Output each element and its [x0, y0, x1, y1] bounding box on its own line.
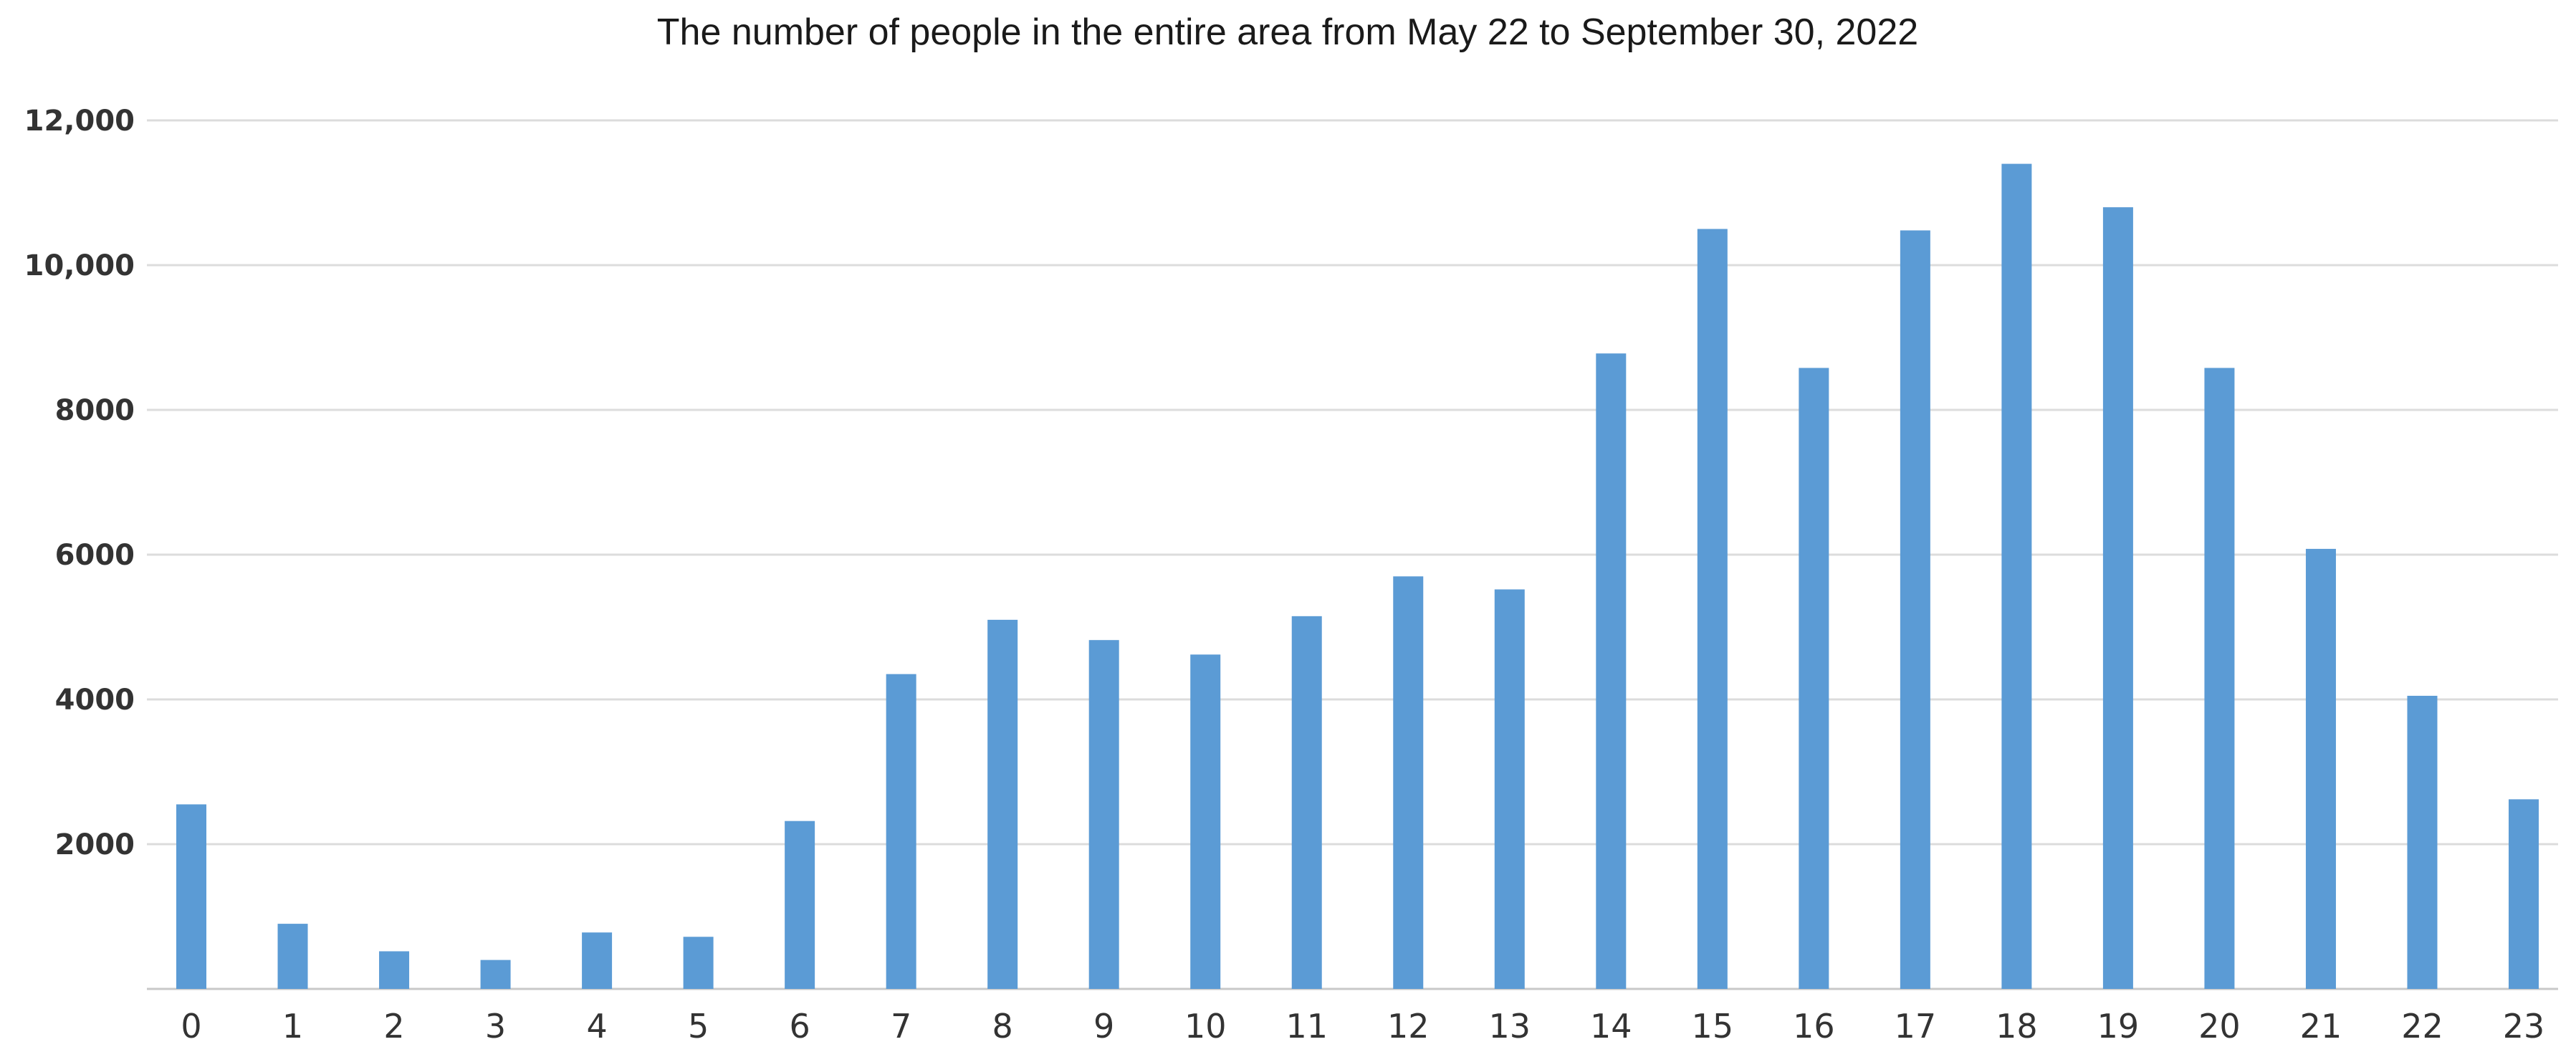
- x-tick-label: 19: [2097, 1007, 2140, 1046]
- x-tick-label: 2: [383, 1007, 404, 1046]
- bar: [1088, 640, 1119, 989]
- x-tick-label: 23: [2503, 1007, 2545, 1046]
- bar: [2305, 548, 2336, 989]
- x-tick-label: 9: [1093, 1007, 1114, 1046]
- bar: [683, 937, 714, 989]
- y-tick-label: 6000: [55, 539, 135, 572]
- y-tick-label: 10,000: [24, 249, 135, 282]
- x-tick-label: 4: [586, 1007, 607, 1046]
- bar: [480, 960, 511, 989]
- x-tick-label: 13: [1489, 1007, 1531, 1046]
- y-tick-label: 4000: [55, 684, 135, 717]
- bar: [2407, 695, 2438, 989]
- x-tick-label: 16: [1793, 1007, 1835, 1046]
- bar: [1596, 353, 1627, 990]
- bar: [1291, 616, 1322, 989]
- bar: [2102, 207, 2133, 990]
- chart-title: The number of people in the entire area …: [657, 11, 1918, 53]
- x-tick-label: 17: [1895, 1007, 1937, 1046]
- bar: [277, 924, 308, 989]
- x-tick-label: 7: [891, 1007, 911, 1046]
- bar: [1393, 576, 1424, 989]
- bar: [886, 674, 916, 989]
- bar: [785, 821, 815, 989]
- x-tick-label: 5: [688, 1007, 709, 1046]
- x-tick-label: 11: [1285, 1007, 1328, 1046]
- bar: [2001, 163, 2032, 990]
- x-tick-label: 15: [1692, 1007, 1734, 1046]
- x-tick-label: 6: [789, 1007, 810, 1046]
- x-tick-label: 20: [2198, 1007, 2241, 1046]
- bar: [1799, 368, 1829, 989]
- x-tick-label: 18: [1996, 1007, 2038, 1046]
- bar: [1494, 589, 1525, 989]
- x-tick-label: 8: [992, 1007, 1013, 1046]
- y-tick-label: 8000: [55, 394, 135, 427]
- bar: [1697, 229, 1728, 989]
- x-axis-ticks: 0 1 2 3 4 5 6 7 8 9 10 11 12 13 14 15 16 17 18 19 20 21 22 23: [181, 1007, 2544, 1046]
- x-tick-label: 21: [2300, 1007, 2342, 1046]
- x-tick-label: 12: [1387, 1007, 1430, 1046]
- gridlines: [147, 119, 2558, 990]
- y-axis-ticks: 2000 4000 6000 8000 10,000 12,000: [24, 105, 135, 861]
- bar: [176, 804, 206, 989]
- bar: [582, 932, 613, 989]
- bar: [1190, 654, 1221, 989]
- bar: [1900, 230, 1930, 989]
- x-tick-label: 14: [1590, 1007, 1632, 1046]
- x-tick-label: 3: [485, 1007, 506, 1046]
- bars: [176, 163, 2539, 990]
- x-tick-label: 10: [1184, 1007, 1227, 1046]
- y-tick-label: 12,000: [24, 105, 135, 138]
- x-tick-label: 0: [181, 1007, 201, 1046]
- bar: [2204, 368, 2235, 989]
- x-tick-label: 22: [2401, 1007, 2443, 1046]
- bar: [379, 951, 410, 989]
- bar: [2509, 799, 2539, 989]
- y-tick-label: 2000: [55, 828, 135, 861]
- x-tick-label: 1: [282, 1007, 303, 1046]
- bar: [987, 619, 1018, 989]
